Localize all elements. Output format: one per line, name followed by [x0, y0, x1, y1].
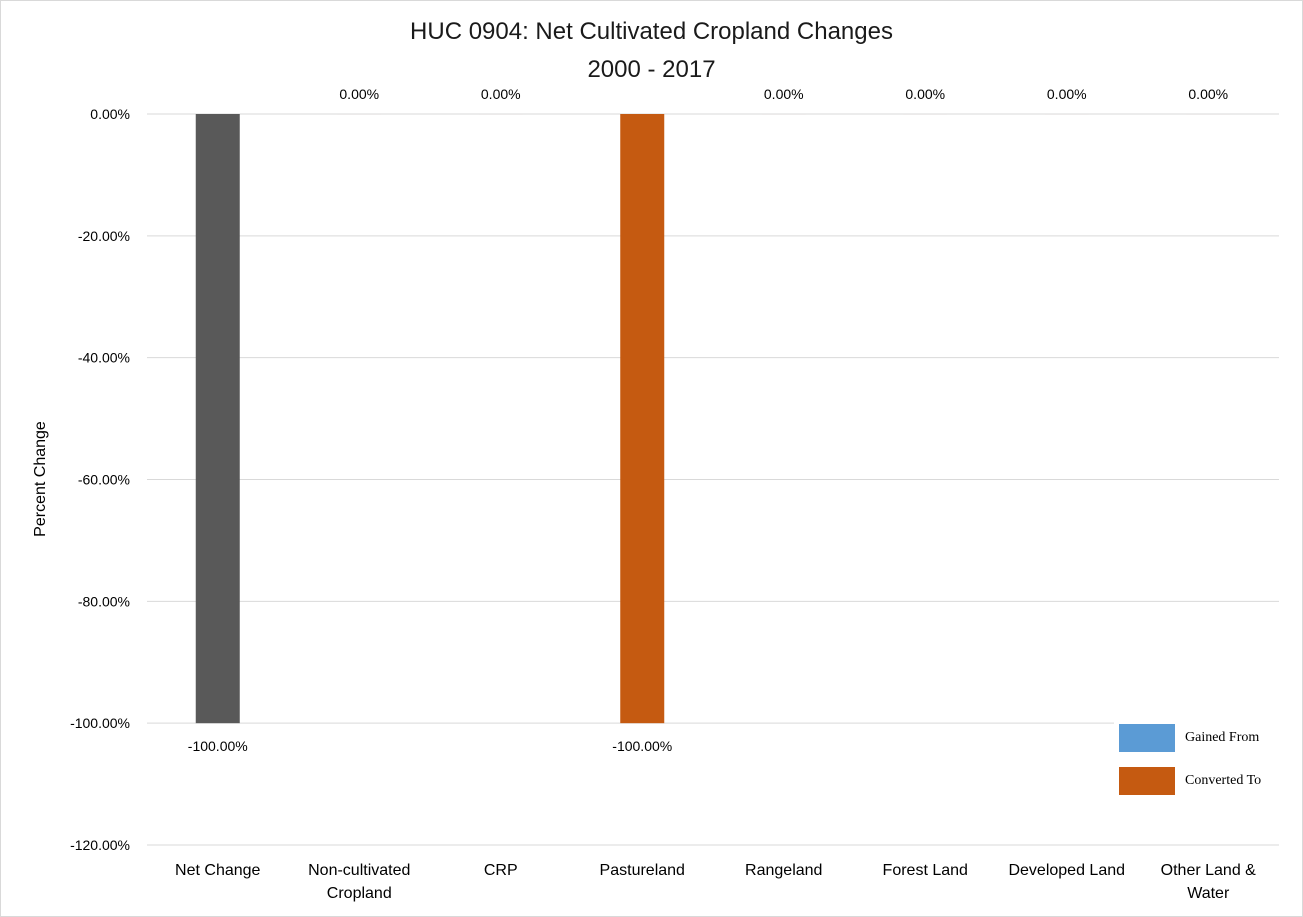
data-label: 0.00%: [1188, 86, 1228, 102]
legend-item-converted-to: Converted To: [1119, 766, 1261, 796]
chart-title: HUC 0904: Net Cultivated Cropland Change…: [410, 18, 893, 45]
data-label: 0.00%: [905, 86, 945, 102]
legend-label-gained-from: Gained From: [1185, 730, 1260, 745]
category-label: CRP: [484, 862, 518, 879]
data-label: 0.00%: [764, 86, 804, 102]
category-label: Rangeland: [745, 862, 822, 879]
legend-label-converted-to: Converted To: [1185, 773, 1262, 788]
bar: [620, 114, 665, 724]
category-label: Pastureland: [600, 862, 685, 879]
category-label: Developed Land: [1008, 862, 1125, 879]
category-label: Forest Land: [883, 862, 968, 879]
y-tick-label: -80.00%: [78, 593, 130, 609]
y-tick-label: -120.00%: [70, 837, 130, 853]
category-label: Net Change: [175, 862, 260, 879]
y-tick-label: -20.00%: [78, 228, 130, 244]
chart-subtitle: 2000 - 2017: [587, 56, 716, 83]
data-label: -100.00%: [188, 738, 248, 754]
y-tick-label: -100.00%: [70, 715, 130, 731]
category-label: Other Land & Water: [1161, 862, 1257, 902]
legend-swatch-gained-from: [1119, 724, 1175, 752]
data-label: 0.00%: [339, 86, 379, 102]
legend: Gained From Converted To: [1114, 718, 1284, 804]
y-tick-label: -60.00%: [78, 472, 130, 488]
bar: [195, 114, 240, 724]
data-label: -100.00%: [612, 738, 672, 754]
y-tick-label: 0.00%: [90, 106, 130, 122]
y-tick-label: -40.00%: [78, 350, 130, 366]
data-label: 0.00%: [481, 86, 521, 102]
legend-item-gained-from: Gained From: [1119, 723, 1259, 753]
data-label: 0.00%: [1047, 86, 1087, 102]
category-label: Non-cultivated Cropland: [308, 862, 410, 902]
legend-swatch-converted-to: [1119, 767, 1175, 795]
